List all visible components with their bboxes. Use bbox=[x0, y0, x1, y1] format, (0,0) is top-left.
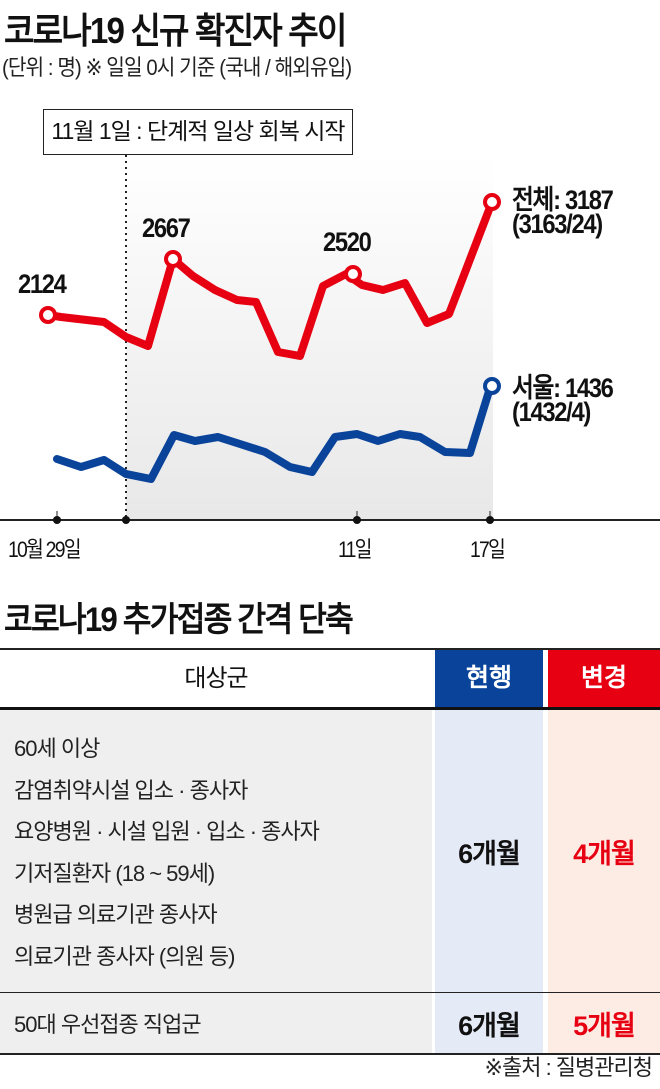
label-peak-1103: 2667 bbox=[142, 213, 191, 243]
line-chart bbox=[0, 155, 660, 524]
label-total-breakdown: (3163/24) bbox=[512, 209, 603, 239]
x-tick-dot bbox=[353, 516, 361, 524]
cell-changed-interval: 4개월 bbox=[548, 710, 660, 992]
cell-current-interval: 6개월 bbox=[435, 993, 543, 1053]
x-label-end: 17일 bbox=[470, 537, 506, 562]
table-row: 60세 이상 감염취약시설 입소 · 종사자 요양병원 · 시설 입원 · 입소… bbox=[0, 710, 660, 993]
label-total-final: 전체: 3187 bbox=[512, 185, 614, 215]
cell-target-groups: 60세 이상 감염취약시설 입소 · 종사자 요양병원 · 시설 입원 · 입소… bbox=[0, 710, 432, 992]
label-seoul-final: 서울: 1436 bbox=[512, 373, 614, 403]
source-note: ※출처 : 질병관리청 bbox=[484, 1055, 653, 1080]
event-annotation-box: 11월 1일 : 단계적 일상 회복 시작 bbox=[43, 109, 353, 155]
table-title: 코로나19 추가접종 간격 단축 bbox=[4, 601, 354, 639]
label-peak-1029: 2124 bbox=[18, 269, 67, 299]
target-item: 요양병원 · 시설 입원 · 입소 · 종사자 bbox=[14, 819, 320, 844]
seoul-cases-line bbox=[53, 384, 494, 483]
target-item: 50대 우선접종 직업군 bbox=[14, 1012, 202, 1037]
x-tick-dot bbox=[53, 516, 61, 524]
total-point-1117 bbox=[483, 193, 501, 211]
cell-current-interval: 6개월 bbox=[435, 710, 543, 992]
target-item: 감염취약시설 입소 · 종사자 bbox=[14, 777, 248, 803]
target-item: 기저질환자 (18 ~ 59세) bbox=[14, 860, 215, 886]
label-peak-1111: 2520 bbox=[323, 227, 372, 257]
x-tick-dot bbox=[122, 516, 130, 524]
total-point-1029 bbox=[39, 306, 57, 324]
target-item: 의료기관 종사자 (의원 등) bbox=[14, 943, 235, 969]
x-label-start: 10월 29일 bbox=[8, 537, 82, 562]
total-point-1111 bbox=[344, 265, 362, 283]
seoul-point-1117 bbox=[483, 377, 501, 395]
table-header: 대상군 현행 변경 bbox=[0, 648, 660, 710]
header-changed: 변경 bbox=[548, 650, 660, 707]
cell-changed-interval: 5개월 bbox=[548, 993, 660, 1053]
header-target: 대상군 bbox=[184, 665, 248, 692]
table-row: 50대 우선접종 직업군 6개월 5개월 bbox=[0, 993, 660, 1055]
x-tick-dot bbox=[486, 516, 494, 524]
total-cases-line bbox=[44, 198, 496, 360]
label-seoul-breakdown: (1432/4) bbox=[512, 397, 591, 427]
target-item: 병원급 의료기관 종사자 bbox=[14, 902, 218, 927]
x-label-mid: 11일 bbox=[338, 537, 372, 562]
target-item: 60세 이상 bbox=[14, 736, 100, 761]
chart-title: 코로나19 신규 확진자 추이 bbox=[4, 10, 347, 51]
header-current: 현행 bbox=[435, 650, 543, 707]
cell-target-groups: 50대 우선접종 직업군 bbox=[0, 993, 432, 1053]
chart-subtitle: (단위 : 명) ※ 일일 0시 기준 (국내 / 해외유입) bbox=[2, 55, 352, 80]
total-point-1103 bbox=[164, 250, 182, 268]
